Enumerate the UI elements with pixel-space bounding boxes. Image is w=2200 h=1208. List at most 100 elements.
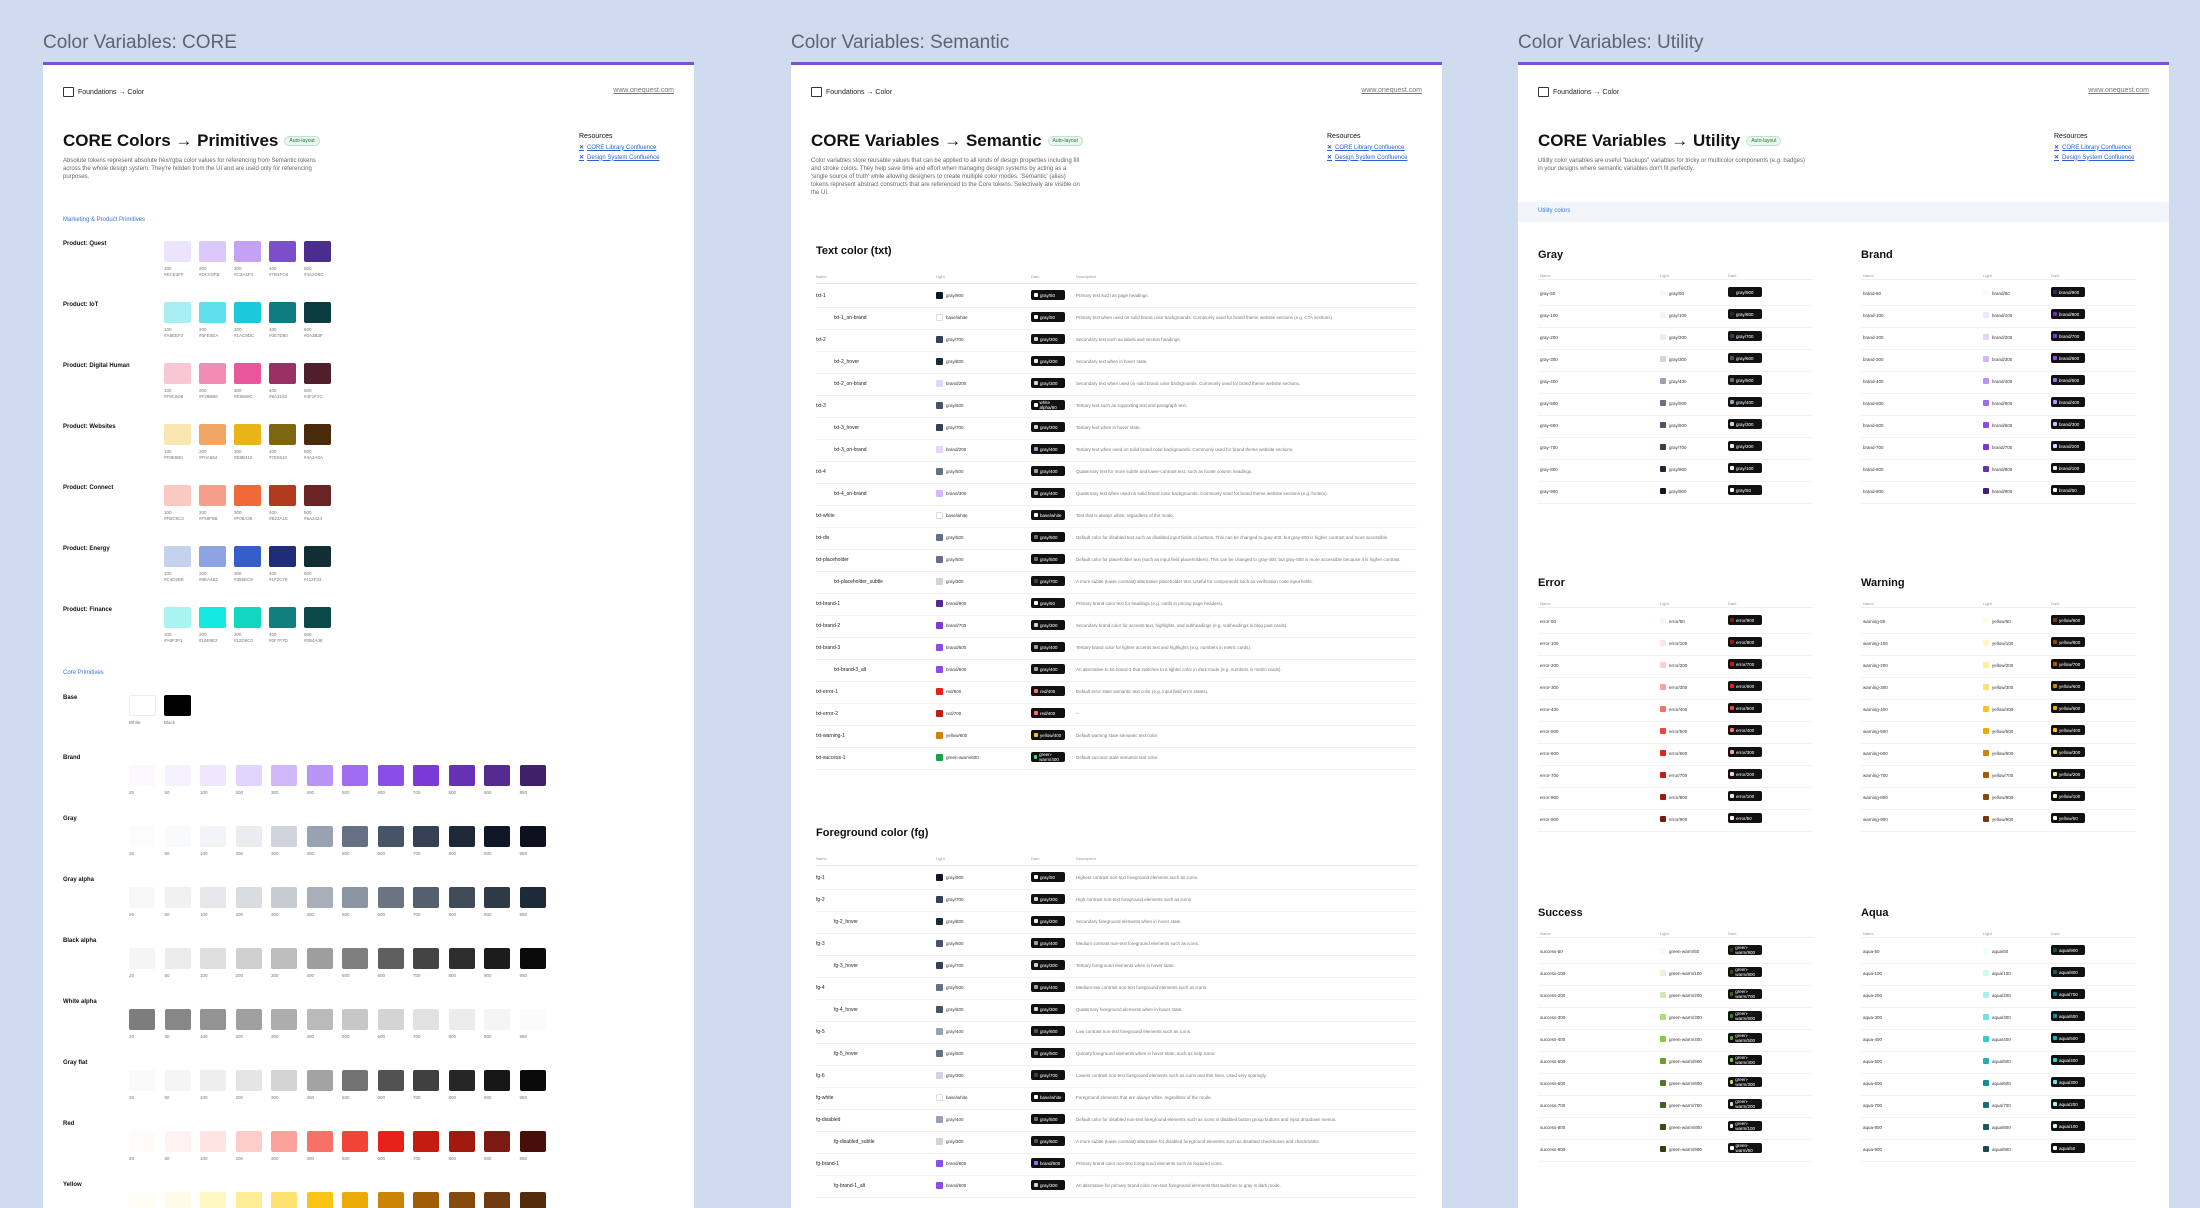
utility-row[interactable]: warning-400 yellow/400 yellow/500 [1861, 699, 2136, 722]
site-link[interactable]: www.onequest.com [613, 87, 674, 94]
color-swatch[interactable] [484, 887, 510, 908]
table-row[interactable]: fg-1 gray/900 gray/50 Highest contrast non-… [816, 867, 1417, 890]
color-swatch[interactable] [448, 826, 475, 847]
color-swatch[interactable] [199, 424, 226, 445]
color-swatch[interactable] [164, 695, 191, 716]
table-row[interactable]: txt-1_on-brand base/white gray/50 Primary t… [816, 307, 1417, 330]
color-swatch[interactable] [342, 1192, 368, 1208]
utility-row[interactable]: brand-300 brand/300 brand/600 [1861, 349, 2136, 372]
color-swatch[interactable] [235, 948, 262, 969]
color-swatch[interactable] [164, 1192, 191, 1208]
color-swatch[interactable] [269, 241, 296, 262]
utility-row[interactable]: aqua-400 aqua/400 aqua/500 [1861, 1029, 2136, 1052]
color-swatch[interactable] [484, 1131, 510, 1152]
utility-row[interactable]: error-800 error/800 error/100 [1538, 787, 1813, 810]
breadcrumb[interactable]: Foundations → Color [1538, 87, 1619, 97]
color-swatch[interactable] [129, 1070, 155, 1091]
utility-row[interactable]: success-800 green-warm/800 green-warm/100 [1538, 1117, 1813, 1140]
utility-row[interactable]: aqua-900 aqua/900 aqua/50 [1861, 1139, 2136, 1162]
utility-row[interactable]: gray-900 gray/900 gray/50 [1538, 481, 1813, 504]
utility-row[interactable]: warning-800 yellow/800 yellow/100 [1861, 787, 2136, 810]
color-swatch[interactable] [164, 241, 191, 262]
utility-row[interactable]: success-100 green-warm/100 green-warm/800 [1538, 963, 1813, 986]
color-swatch[interactable] [304, 607, 331, 628]
color-swatch[interactable] [234, 485, 261, 506]
color-swatch[interactable] [234, 302, 261, 323]
color-swatch[interactable] [342, 1070, 368, 1091]
color-swatch[interactable] [269, 363, 296, 384]
utility-row[interactable]: brand-900 brand/900 brand/50 [1861, 481, 2136, 504]
color-swatch[interactable] [519, 887, 546, 908]
color-swatch[interactable] [306, 765, 333, 786]
table-row[interactable]: txt-white base/white base/white Text that i… [816, 505, 1417, 528]
table-row[interactable]: txt-error-1 red/600 red/400 Default error s… [816, 681, 1417, 704]
table-row[interactable]: fg-3_hover gray/700 gray/300 Tertiary foreg… [816, 955, 1417, 978]
color-swatch[interactable] [234, 546, 261, 567]
color-swatch[interactable] [200, 887, 226, 908]
table-row[interactable]: fg-3 gray/600 gray/400 Medium contrast non-… [816, 933, 1417, 956]
color-swatch[interactable] [235, 1131, 262, 1152]
utility-row[interactable]: gray-800 gray/800 gray/100 [1538, 459, 1813, 482]
color-swatch[interactable] [377, 1192, 404, 1208]
color-swatch[interactable] [200, 1192, 226, 1208]
utility-row[interactable]: brand-800 brand/800 brand/100 [1861, 459, 2136, 482]
table-row[interactable]: txt-placeholder gray/500 gray/500 Default c… [816, 549, 1417, 572]
utility-row[interactable]: warning-500 yellow/500 yellow/400 [1861, 721, 2136, 744]
color-swatch[interactable] [413, 1192, 439, 1208]
resource-link[interactable]: ✕ Design System Confluence [2054, 154, 2149, 162]
utility-row[interactable]: success-200 green-warm/200 green-warm/700 [1538, 985, 1813, 1008]
color-swatch[interactable] [235, 1009, 262, 1030]
table-row[interactable]: fg-4 gray/500 gray/400 Medium-low contrast … [816, 977, 1417, 1000]
color-swatch[interactable] [164, 302, 191, 323]
color-swatch[interactable] [199, 302, 226, 323]
utility-row[interactable]: warning-600 yellow/600 yellow/300 [1861, 743, 2136, 766]
color-swatch[interactable] [304, 485, 331, 506]
utility-row[interactable]: aqua-600 aqua/600 aqua/300 [1861, 1073, 2136, 1096]
resource-link[interactable]: ✕ CORE Library Confluence [1327, 144, 1422, 152]
utility-row[interactable]: aqua-100 aqua/100 aqua/800 [1861, 963, 2136, 986]
color-swatch[interactable] [271, 1009, 297, 1030]
color-swatch[interactable] [164, 826, 191, 847]
utility-row[interactable]: gray-200 gray/200 gray/700 [1538, 327, 1813, 350]
color-swatch[interactable] [304, 363, 331, 384]
color-swatch[interactable] [269, 302, 296, 323]
color-swatch[interactable] [448, 1070, 475, 1091]
utility-row[interactable]: error-900 error/900 error/50 [1538, 809, 1813, 832]
color-swatch[interactable] [200, 948, 226, 969]
color-swatch[interactable] [519, 1009, 546, 1030]
color-swatch[interactable] [164, 546, 191, 567]
color-swatch[interactable] [377, 948, 404, 969]
utility-row[interactable]: warning-100 yellow/100 yellow/800 [1861, 633, 2136, 656]
color-swatch[interactable] [306, 1192, 333, 1208]
color-swatch[interactable] [269, 424, 296, 445]
table-row[interactable]: txt-2_on-brand brand/200 gray/300 Secondary… [816, 373, 1417, 396]
color-swatch[interactable] [448, 1131, 475, 1152]
utility-row[interactable]: warning-200 yellow/200 yellow/700 [1861, 655, 2136, 678]
resource-link[interactable]: ✕ Design System Confluence [1327, 154, 1422, 162]
utility-row[interactable]: brand-200 brand/200 brand/700 [1861, 327, 2136, 350]
utility-row[interactable]: aqua-300 aqua/300 aqua/600 [1861, 1007, 2136, 1030]
color-swatch[interactable] [306, 1070, 333, 1091]
color-swatch[interactable] [235, 1070, 262, 1091]
color-swatch[interactable] [448, 1009, 475, 1030]
table-row[interactable]: fg-6 gray/300 gray/700 Lowest contrast non-… [816, 1065, 1417, 1088]
table-row[interactable]: txt-1 gray/900 gray/50 Primary text such as… [816, 285, 1417, 308]
color-swatch[interactable] [306, 1009, 333, 1030]
utility-row[interactable]: error-600 error/600 error/300 [1538, 743, 1813, 766]
color-swatch[interactable] [304, 302, 331, 323]
color-swatch[interactable] [199, 241, 226, 262]
color-swatch[interactable] [200, 1070, 226, 1091]
table-row[interactable]: txt-2_hover gray/800 gray/200 Secondary tex… [816, 351, 1417, 374]
color-swatch[interactable] [234, 424, 261, 445]
color-swatch[interactable] [199, 363, 226, 384]
color-swatch[interactable] [129, 1131, 155, 1152]
utility-row[interactable]: gray-700 gray/700 gray/200 [1538, 437, 1813, 460]
color-swatch[interactable] [234, 363, 261, 384]
resource-link[interactable]: ✕ Design System Confluence [579, 154, 674, 162]
color-swatch[interactable] [304, 424, 331, 445]
table-row[interactable]: txt-brand-3_alt brand/600 gray/400 An alter… [816, 659, 1417, 682]
table-row[interactable]: txt-3_on-brand brand/200 gray/400 Tertiary … [816, 439, 1417, 462]
utility-row[interactable]: success-600 green-warm/600 green-warm/300 [1538, 1073, 1813, 1096]
color-swatch[interactable] [304, 546, 331, 567]
color-swatch[interactable] [448, 887, 475, 908]
